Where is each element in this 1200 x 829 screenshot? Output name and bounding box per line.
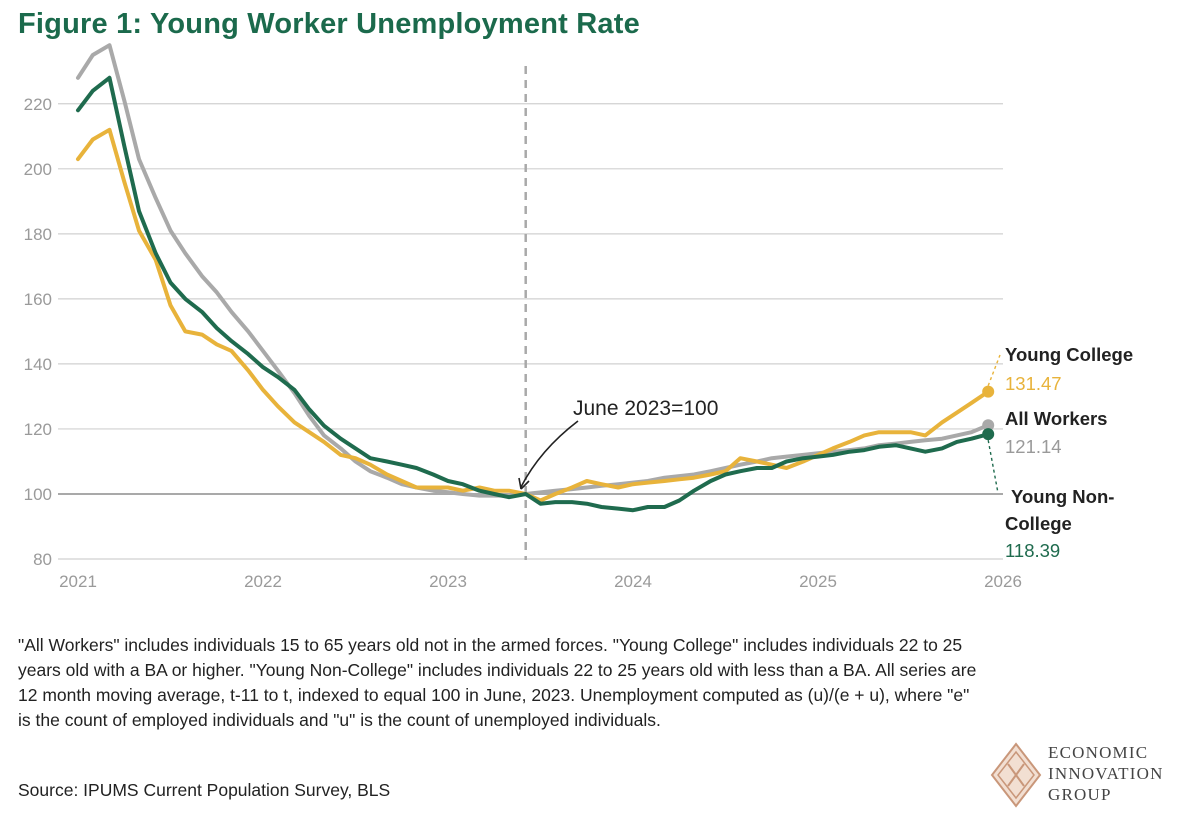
series-line-young-college xyxy=(76,127,991,503)
line-chart: 80 100 120 140 160 180 200 220 2021 2022 2023 2024 2… xyxy=(24,43,1133,591)
annotation-label: June 2023=100 xyxy=(573,397,718,420)
end-marker-young-college xyxy=(982,385,995,398)
x-tick-label: 2026 xyxy=(984,572,1022,591)
x-tick-label: 2023 xyxy=(429,572,467,591)
x-tick-label: 2021 xyxy=(59,572,97,591)
annotation-arrow-head xyxy=(518,477,530,490)
x-tick-label: 2024 xyxy=(614,572,652,591)
eig-diamond-logo-icon xyxy=(990,742,1042,808)
leader-young-non-college xyxy=(987,440,999,494)
logo-line-1: ECONOMIC xyxy=(1048,743,1149,762)
leader-young-college xyxy=(987,354,1001,386)
end-marker-all-workers xyxy=(982,419,995,432)
y-tick-label: 80 xyxy=(33,550,52,569)
y-tick-label: 120 xyxy=(24,420,52,439)
end-marker-young-non-college xyxy=(982,428,995,441)
logo-line-2: INNOVATION xyxy=(1048,764,1164,783)
chart-title: Figure 1: Young Worker Unemployment Rate xyxy=(18,8,640,40)
legend-label-young-non-college-line1: Young Non- xyxy=(1011,486,1114,507)
legend-label-young-non-college-line2: College xyxy=(1005,513,1072,534)
end-value-all-workers: 121.14 xyxy=(1005,436,1062,457)
x-tick-label: 2022 xyxy=(244,572,282,591)
footnote: "All Workers" includes individuals 15 to… xyxy=(18,635,977,730)
y-tick-label: 180 xyxy=(24,225,52,244)
legend-label-young-college: Young College xyxy=(1005,344,1133,365)
y-tick-label: 100 xyxy=(24,485,52,504)
source-note: Source: IPUMS Current Population Survey,… xyxy=(18,780,391,800)
eig-logo: ECONOMIC INNOVATION GROUP xyxy=(990,742,1190,812)
y-tick-label: 140 xyxy=(24,355,52,374)
logo-wordmark: ECONOMIC INNOVATION GROUP xyxy=(1048,742,1164,805)
annotation-arrow xyxy=(520,420,579,488)
logo-line-3: GROUP xyxy=(1048,785,1112,804)
series-line-young-non-college xyxy=(76,75,991,513)
end-value-young-college: 131.47 xyxy=(1005,373,1062,394)
end-value-young-non-college: 118.39 xyxy=(1005,540,1060,561)
series-line-all-workers xyxy=(76,43,991,498)
y-tick-label: 200 xyxy=(24,160,52,179)
y-tick-label: 220 xyxy=(24,95,52,114)
y-tick-label: 160 xyxy=(24,290,52,309)
legend-label-all-workers: All Workers xyxy=(1005,408,1107,429)
x-tick-label: 2025 xyxy=(799,572,837,591)
